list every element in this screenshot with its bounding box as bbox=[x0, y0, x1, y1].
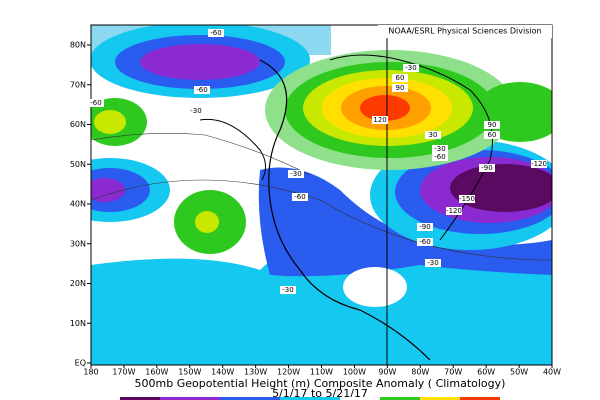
contour-label-bg bbox=[288, 170, 304, 178]
contour-label: -60 bbox=[434, 153, 445, 161]
lon-label: 60W bbox=[477, 368, 495, 377]
shade bbox=[450, 164, 552, 212]
contour-label-bg bbox=[392, 74, 408, 82]
contour-label: 60 bbox=[396, 74, 405, 82]
lon-label: 150W bbox=[178, 368, 201, 377]
contour-label-bg bbox=[484, 121, 500, 129]
contour-label-bg bbox=[432, 145, 448, 153]
lon-label: 90W bbox=[378, 368, 396, 377]
contour-label: -30 bbox=[427, 259, 438, 267]
contour-label: 60 bbox=[488, 131, 497, 139]
lat-label: 70N bbox=[70, 80, 86, 89]
shade bbox=[91, 178, 125, 202]
contour-label-bg bbox=[531, 160, 547, 168]
contour-label-bg bbox=[392, 84, 408, 92]
lon-label: 130W bbox=[244, 368, 267, 377]
contour-label: -120 bbox=[446, 207, 462, 215]
coastline bbox=[259, 59, 431, 361]
contour-label: -60 bbox=[294, 193, 305, 201]
shade bbox=[195, 211, 219, 233]
contour-label-bg bbox=[88, 99, 104, 107]
contour-label-bg bbox=[432, 153, 448, 161]
contour-label: 30 bbox=[429, 131, 438, 139]
contour-label-bg bbox=[446, 207, 462, 215]
contour-line bbox=[91, 179, 552, 261]
contour-label-bg bbox=[479, 164, 495, 172]
lon-label: 100W bbox=[343, 368, 366, 377]
shade bbox=[360, 95, 410, 121]
contour-label-bg bbox=[208, 29, 224, 37]
contour-label-bg bbox=[292, 193, 308, 201]
contour-label: -60 bbox=[210, 29, 221, 37]
lon-label: 120W bbox=[277, 368, 300, 377]
coastline bbox=[329, 54, 493, 241]
map-title: 500mb Geopotential Height (m) Composite … bbox=[135, 377, 506, 390]
contour-label-bg bbox=[417, 238, 433, 246]
lat-label: 30N bbox=[70, 239, 86, 248]
color-bar bbox=[120, 397, 500, 400]
contour-label: -30 bbox=[434, 145, 445, 153]
contour-label-bg bbox=[403, 64, 419, 72]
lon-label: 50W bbox=[510, 368, 528, 377]
contour-label: 90 bbox=[488, 121, 497, 129]
contour-line bbox=[91, 133, 311, 176]
contour-label: -90 bbox=[481, 164, 492, 172]
contour-label: -30 bbox=[190, 107, 201, 115]
contour-label: -30 bbox=[290, 170, 301, 178]
lon-label: 70W bbox=[444, 368, 462, 377]
anomaly-field bbox=[91, 25, 552, 365]
credit: NOAA/ESRL Physical Sciences Division bbox=[388, 27, 541, 36]
credit-box bbox=[378, 25, 552, 38]
contour-label-bg bbox=[484, 131, 500, 139]
contour-label-bg bbox=[372, 116, 388, 124]
lon-label: 170W bbox=[112, 368, 135, 377]
contour-label: 120 bbox=[373, 116, 386, 124]
lat-label: 50N bbox=[70, 160, 86, 169]
contour-label-bg bbox=[425, 259, 441, 267]
contour-label: -30 bbox=[282, 286, 293, 294]
contour-label-bg bbox=[188, 107, 204, 115]
contour-label-bg bbox=[280, 286, 296, 294]
contour-label: -60 bbox=[90, 99, 101, 107]
lon-label: 180 bbox=[83, 368, 98, 377]
contour-label-bg bbox=[459, 195, 475, 203]
shade bbox=[140, 44, 260, 80]
lon-label: 160W bbox=[145, 368, 168, 377]
lon-label: 40W bbox=[543, 368, 561, 377]
lat-label: EQ bbox=[75, 359, 86, 368]
contour-label: -30 bbox=[405, 64, 416, 72]
contour-label-bg bbox=[194, 86, 210, 94]
lat-label: 40N bbox=[70, 200, 86, 209]
date-range: 5/1/17 to 5/21/17 bbox=[272, 387, 368, 400]
contour-label: -60 bbox=[419, 238, 430, 246]
coastline bbox=[199, 118, 266, 181]
lon-label: 110W bbox=[310, 368, 333, 377]
contour-label-bg bbox=[425, 131, 441, 139]
contour-label: -150 bbox=[459, 195, 475, 203]
shade bbox=[94, 110, 126, 134]
lat-label: 20N bbox=[70, 279, 86, 288]
contour-label: -60 bbox=[196, 86, 207, 94]
lat-label: 60N bbox=[70, 120, 86, 129]
lon-label: 140W bbox=[211, 368, 234, 377]
contour-label-bg bbox=[417, 223, 433, 231]
shade bbox=[91, 238, 552, 365]
shade bbox=[343, 267, 407, 307]
contour-label: -90 bbox=[419, 223, 430, 231]
contour-label: -120 bbox=[531, 160, 547, 168]
lat-label: 80N bbox=[70, 41, 86, 50]
contour-label: 90 bbox=[396, 84, 405, 92]
lon-label: 80W bbox=[411, 368, 429, 377]
lat-label: 10N bbox=[70, 319, 86, 328]
